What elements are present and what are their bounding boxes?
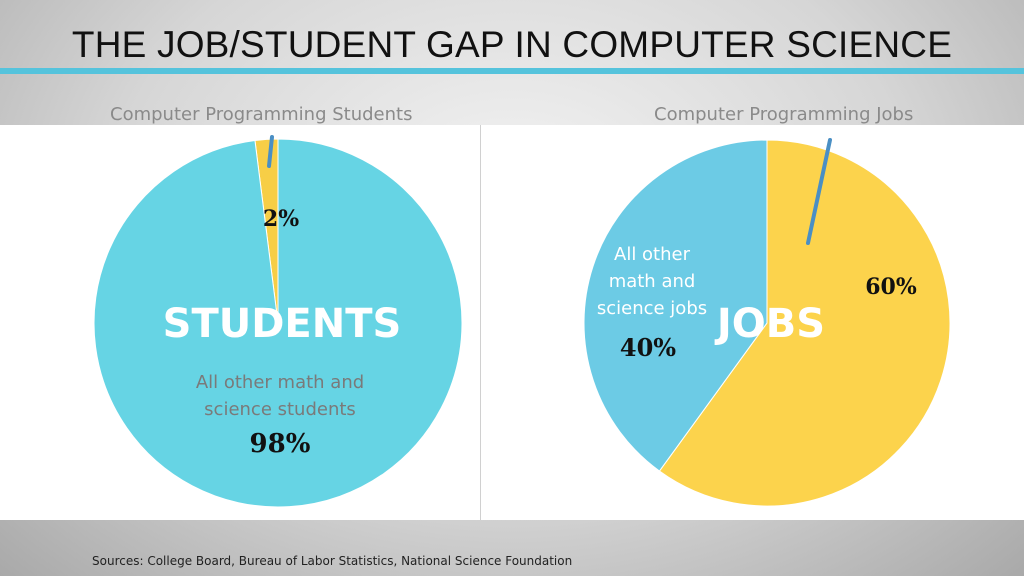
title-underline <box>0 68 1024 74</box>
students-slice-value-other: 98% <box>250 429 311 459</box>
jobs-slice-cs <box>658 139 951 507</box>
students-center-label: STUDENTS <box>163 301 402 347</box>
jobs-slice-label-line3: science jobs <box>597 298 707 319</box>
panel-divider <box>480 125 481 520</box>
students-chart-title: Computer Programming Students <box>110 104 413 125</box>
jobs-slice-value-cs: 60% <box>865 274 917 300</box>
jobs-slice-label-line2: math and <box>609 271 696 292</box>
students-slice-label-line2: science students <box>204 399 356 420</box>
students-pointer-line <box>267 135 274 168</box>
students-slice-other <box>93 138 463 508</box>
jobs-slice-label-line1: All other <box>614 244 691 265</box>
jobs-pointer-line <box>806 138 832 245</box>
students-pie <box>93 138 463 508</box>
jobs-slice-value-other: 40% <box>620 333 676 362</box>
jobs-center-label: JOBS <box>714 301 825 347</box>
slide-title: THE JOB/STUDENT GAP IN COMPUTER SCIENCE <box>71 24 953 65</box>
students-slice-label-line1: All other math and <box>196 372 364 393</box>
jobs-chart-title: Computer Programming Jobs <box>654 104 914 125</box>
students-slice-value-cs: 2% <box>263 206 299 232</box>
sources-footnote: Sources: College Board, Bureau of Labor … <box>92 554 573 568</box>
jobs-pie <box>583 139 951 507</box>
jobs-slice-other <box>583 139 768 472</box>
